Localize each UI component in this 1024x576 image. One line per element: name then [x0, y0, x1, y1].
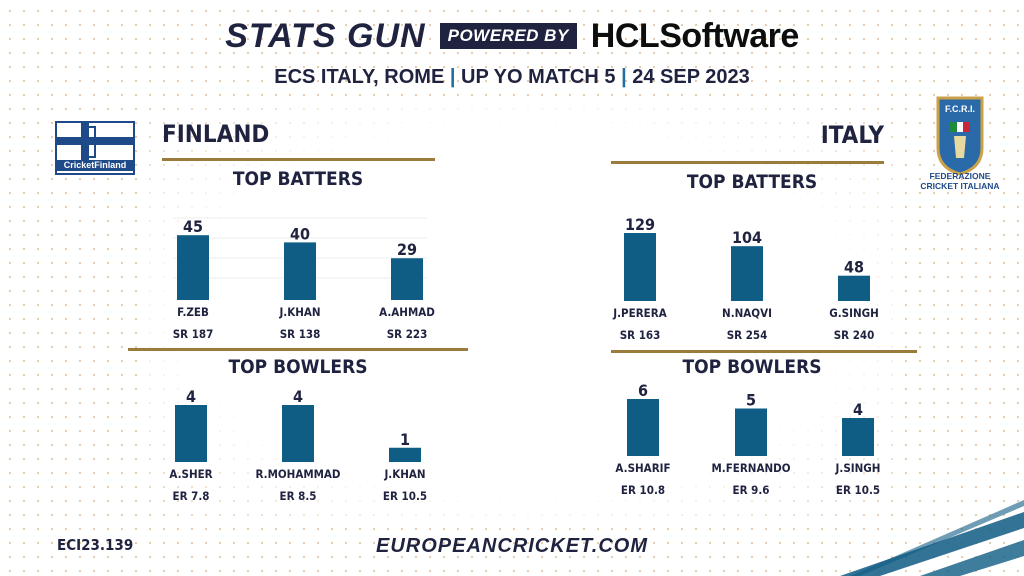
cricket-finland-label: CricketFinland — [57, 160, 133, 171]
finland-top-batters-value-a-ahmad: 29 — [397, 240, 417, 259]
finland-bowlers-title: TOP BOWLERS — [228, 356, 368, 378]
divider-finland-mid — [128, 348, 468, 351]
italy-top-bowlers-player-m-fernando: M.FERNANDO — [711, 461, 790, 475]
fcri-wordmark: FEDERAZIONE CRICKET ITALIANA — [920, 171, 1000, 191]
team-name-italy: ITALY — [820, 121, 884, 149]
italy-top-batters-player-g-singh: G.SINGH — [829, 306, 879, 320]
divider-finland-top — [162, 158, 435, 161]
finland-top-batters-rate-a-ahmad: SR 223 — [387, 327, 428, 341]
italy-top-bowlers-value-j-singh: 4 — [853, 400, 863, 419]
italy-top-batters-value-n-naqvi: 104 — [732, 228, 762, 247]
divider-italy-top — [611, 161, 884, 164]
finland-top-bowlers-value-r-mohammad: 4 — [293, 387, 303, 406]
italy-top-bowlers-rate-m-fernando: ER 9.6 — [733, 483, 770, 497]
graphic-code: ECI23.139 — [57, 536, 134, 554]
finland-top-bowlers-player-a-sher: A.SHER — [169, 467, 212, 481]
finland-top-batters-bar-f-zeb — [177, 235, 209, 300]
finland-top-bowlers-rate-a-sher: ER 7.8 — [173, 489, 210, 503]
finland-top-batters-player-f-zeb: F.ZEB — [177, 305, 209, 319]
fcri-shield-logo: F.C.R.I. — [936, 96, 984, 176]
finland-top-batters-player-a-ahmad: A.AHMAD — [379, 305, 435, 319]
italy-top-bowlers-bar-a-sharif — [627, 399, 659, 456]
italy-top-batters-value-j-perera: 129 — [625, 215, 655, 234]
italy-top-bowlers-rate-j-singh: ER 10.5 — [836, 483, 880, 497]
powered-by-badge: POWERED BY — [439, 23, 577, 49]
italy-top-batters-rate-g-singh: SR 240 — [834, 328, 875, 342]
italy-top-batters-player-n-naqvi: N.NAQVI — [722, 306, 772, 320]
italy-top-batters-bar-j-perera — [624, 233, 656, 301]
italy-top-bowlers-rate-a-sharif: ER 10.8 — [621, 483, 665, 497]
brand-title: STATS GUN — [225, 16, 426, 55]
website-link[interactable]: EUROPEANCRICKET.COM — [376, 535, 648, 557]
finland-top-batters-value-j-khan: 40 — [290, 224, 310, 243]
finland-top-batters-bar-a-ahmad — [391, 258, 423, 300]
header: STATS GUN POWERED BY HCLSoftware — [0, 14, 1024, 58]
italy-top-batters-bar-g-singh — [838, 275, 870, 301]
finland-top-bowlers-player-r-mohammad: R.MOHAMMAD — [255, 467, 340, 481]
background-fade — [140, 100, 900, 520]
divider-italy-mid — [611, 350, 917, 353]
italy-top-batters-rate-n-naqvi: SR 254 — [727, 328, 768, 342]
match-subtitle: ECS ITALY, ROME | UP YO MATCH 5 | 24 SEP… — [274, 66, 750, 88]
italy-top-bowlers-player-a-sharif: A.SHARIF — [615, 461, 670, 475]
finland-top-bowlers-bar-a-sher — [175, 405, 207, 462]
cricket-finland-logo: CricketFinland — [55, 121, 135, 175]
italy-top-bowlers-bar-m-fernando — [735, 408, 767, 456]
finland-top-bowlers-rate-r-mohammad: ER 8.5 — [280, 489, 317, 503]
finland-top-batters-rate-f-zeb: SR 187 — [173, 327, 214, 341]
finland-top-bowlers-bar-r-mohammad — [282, 405, 314, 462]
finland-top-bowlers-bar-j-khan — [389, 447, 421, 462]
finland-batters-title: TOP BATTERS — [232, 168, 364, 190]
finland-top-bowlers-value-j-khan: 1 — [400, 430, 410, 449]
fcri-abbrev: F.C.R.I. — [945, 104, 975, 114]
finland-top-batters-rate-j-khan: SR 138 — [280, 327, 321, 341]
finland-top-batters-value-f-zeb: 45 — [183, 217, 203, 236]
italy-top-batters-player-j-perera: J.PERERA — [612, 306, 666, 320]
italy-top-bowlers-value-m-fernando: 5 — [746, 391, 756, 410]
sponsor-logo: HCLSoftware — [590, 16, 799, 55]
finland-top-batters-player-j-khan: J.KHAN — [278, 305, 320, 319]
italy-bowlers-title: TOP BOWLERS — [682, 356, 822, 378]
italy-top-bowlers-value-a-sharif: 6 — [638, 381, 648, 400]
finland-top-bowlers-player-j-khan: J.KHAN — [383, 467, 425, 481]
finland-top-bowlers-rate-j-khan: ER 10.5 — [383, 489, 427, 503]
italy-top-bowlers-bar-j-singh — [842, 418, 874, 456]
italy-top-bowlers-player-j-singh: J.SINGH — [835, 461, 881, 475]
finland-top-bowlers-value-a-sher: 4 — [186, 387, 196, 406]
finland-top-batters-bar-j-khan — [284, 242, 316, 300]
team-name-finland: FINLAND — [162, 120, 270, 148]
italy-top-batters-rate-j-perera: SR 163 — [620, 328, 661, 342]
italy-batters-title: TOP BATTERS — [686, 171, 818, 193]
italy-top-batters-value-g-singh: 48 — [844, 258, 864, 277]
italy-top-batters-bar-n-naqvi — [731, 246, 763, 301]
